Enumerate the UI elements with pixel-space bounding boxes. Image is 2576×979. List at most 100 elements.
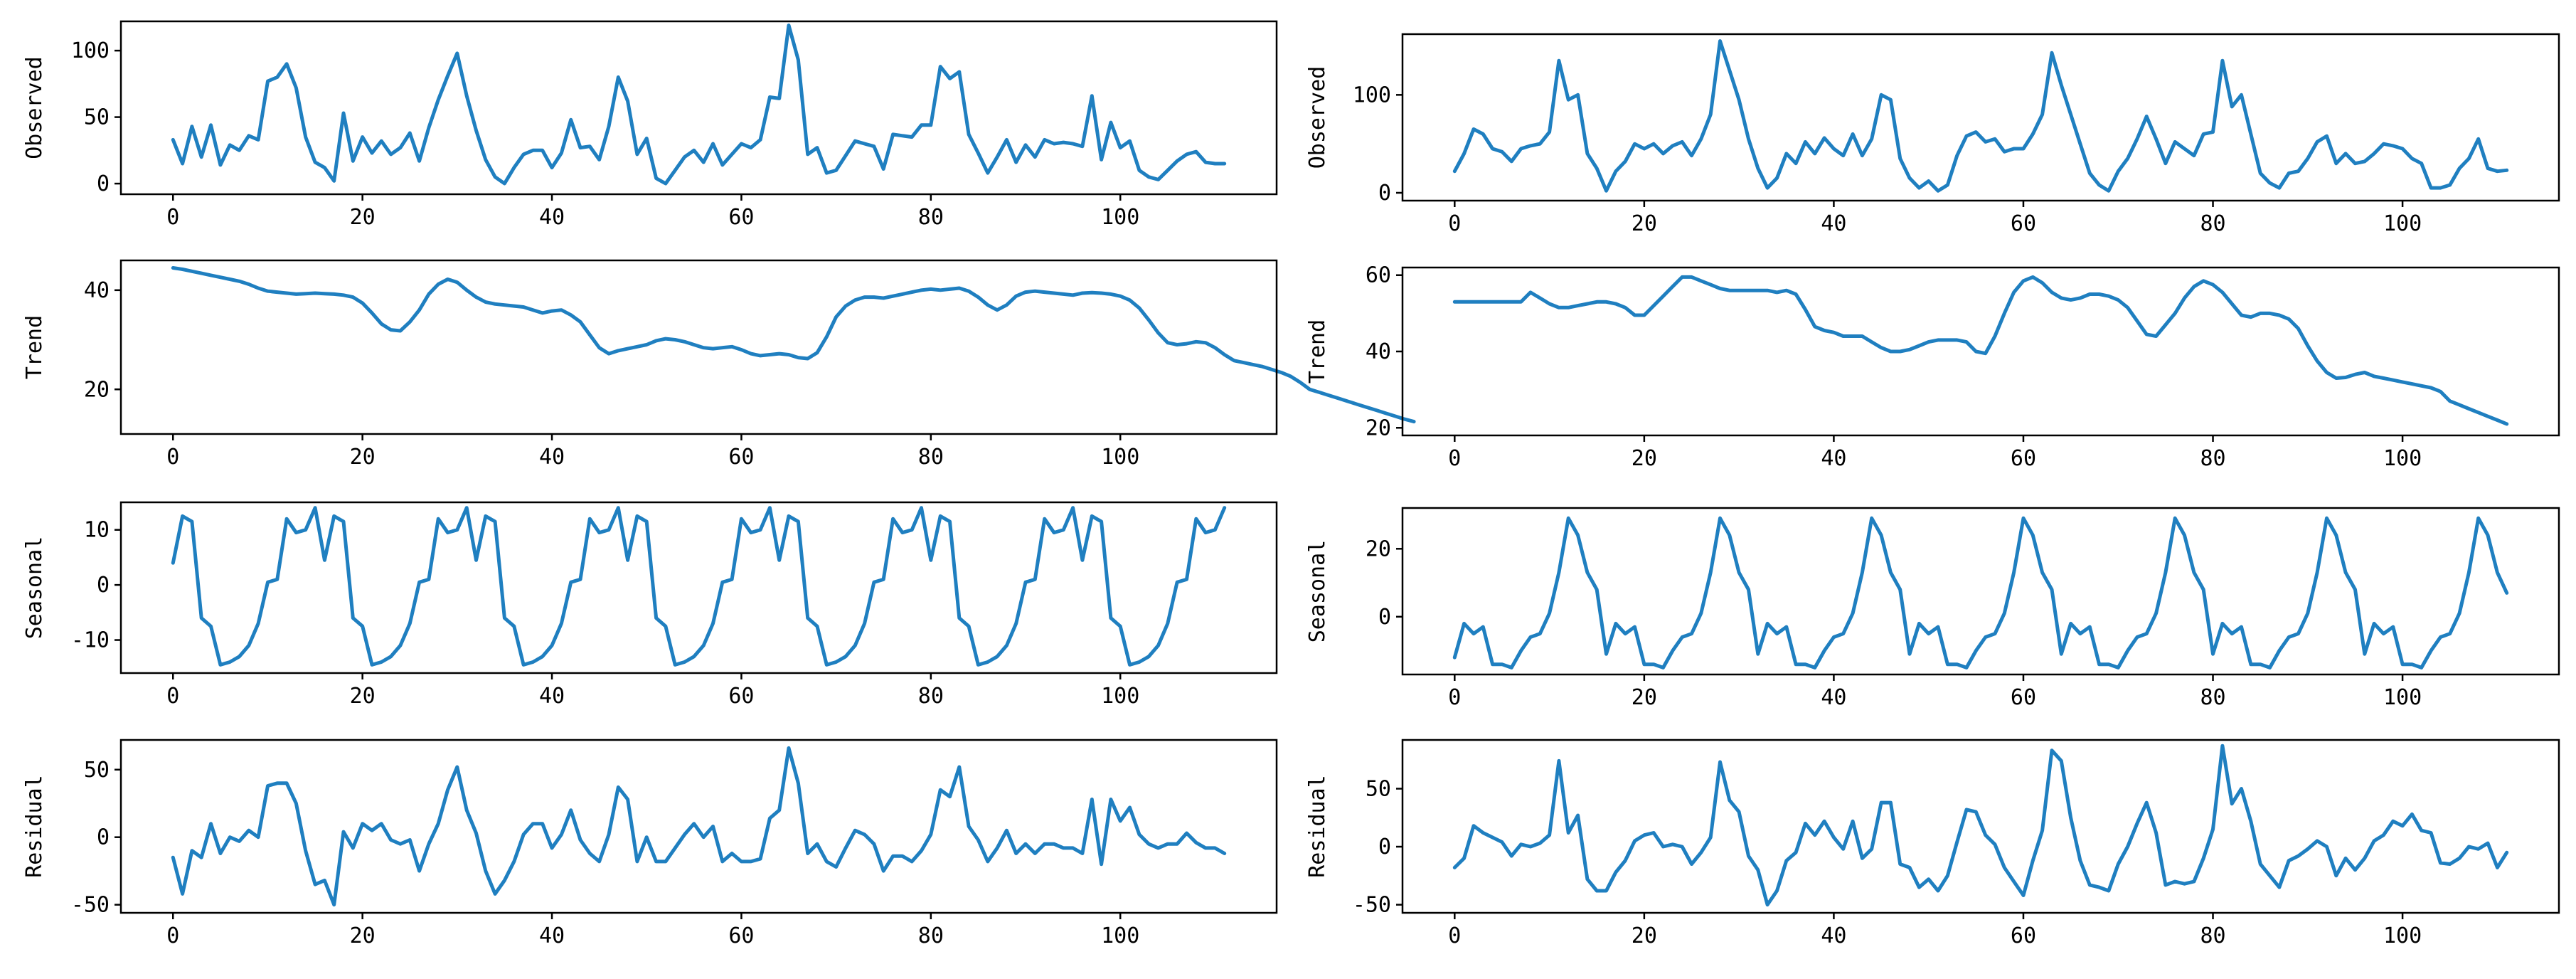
left-seasonal-ytick-label: 0: [97, 573, 110, 598]
left-seasonal-series-line: [171, 506, 1227, 667]
left-seasonal-xtick-label: 100: [1101, 684, 1139, 709]
right-observed-xtick-label: 80: [2200, 211, 2225, 236]
right-seasonal-xtick-label: 0: [1448, 685, 1461, 710]
left-observed-xtick-label: 40: [539, 205, 565, 230]
left-trend-xtick-label: 100: [1101, 445, 1139, 470]
left-observed-ytick-label: 0: [97, 171, 110, 196]
left-trend-xtick-label: 40: [539, 445, 565, 470]
left-trend-axes-frame: [119, 259, 1278, 435]
right-seasonal-ytick-label: 20: [1366, 536, 1391, 561]
left-trend-subplot: 0 20 40 60 80 100 20 40 Trend: [22, 259, 1416, 470]
left-residual-xtick-label: 60: [728, 924, 754, 948]
left-observed-xtick-label: 0: [166, 205, 179, 230]
right-observed-xtick-label: 0: [1448, 211, 1461, 236]
right-seasonal-ylabel: Seasonal: [1305, 540, 1330, 643]
right-observed-series-line: [1452, 39, 2509, 193]
left-residual-ytick-label: 0: [97, 825, 110, 850]
right-trend-subplot: 0 20 40 60 80 100 20 40 60 Trend: [1305, 263, 2560, 471]
right-residual-xtick-label: 60: [2011, 924, 2036, 948]
right-observed-ylabel: Observed: [1305, 66, 1330, 169]
left-trend-series-line: [171, 266, 1416, 424]
right-trend-ytick-label: 60: [1366, 263, 1391, 288]
left-seasonal-xtick-label: 20: [350, 684, 376, 709]
left-trend-xtick-label: 60: [728, 445, 754, 470]
right-residual-ylabel: Residual: [1305, 775, 1330, 878]
left-residual-xtick-label: 0: [166, 924, 179, 948]
right-seasonal-ytick-label: 0: [1378, 605, 1391, 630]
left-observed-subplot: 0 20 40 60 80 100 0 50 100 Observed: [22, 20, 1278, 230]
right-residual-ytick-label: 50: [1366, 776, 1391, 801]
left-observed-ytick-label: 50: [84, 105, 110, 130]
left-observed-xtick-label: 80: [918, 205, 944, 230]
left-residual-ytick-label: -50: [71, 893, 110, 918]
left-residual-xtick-label: 20: [350, 924, 376, 948]
left-observed-ylabel: Observed: [22, 56, 47, 159]
right-observed-ytick-label: 0: [1378, 181, 1391, 206]
right-seasonal-axes-frame: [1401, 507, 2560, 676]
left-trend-xtick-label: 20: [350, 445, 376, 470]
right-residual-ytick-label: 0: [1378, 835, 1391, 859]
right-residual-xtick-label: 40: [1821, 924, 1846, 948]
right-seasonal-series-line: [1452, 516, 2509, 670]
right-seasonal-xtick-label: 100: [2383, 685, 2422, 710]
right-trend-xtick-label: 40: [1821, 446, 1846, 471]
right-observed-xtick-label: 60: [2011, 211, 2036, 236]
left-trend-xtick-label: 0: [166, 445, 179, 470]
left-seasonal-xtick-label: 80: [918, 684, 944, 709]
left-observed-ytick-label: 100: [71, 38, 110, 63]
right-trend-series-line: [1452, 275, 2509, 426]
left-observed-xtick-label: 60: [728, 205, 754, 230]
left-seasonal-xtick-label: 40: [539, 684, 565, 709]
left-trend-ylabel: Trend: [22, 315, 47, 379]
right-observed-axes-frame: [1401, 33, 2560, 202]
right-residual-ytick-label: -50: [1353, 893, 1391, 918]
left-trend-ytick-label: 40: [84, 278, 110, 303]
right-trend-xtick-label: 0: [1448, 446, 1461, 471]
right-trend-ytick-label: 40: [1366, 339, 1391, 364]
right-residual-xtick-label: 80: [2200, 924, 2225, 948]
left-observed-axes-frame: [119, 20, 1278, 196]
left-trend-ytick-label: 20: [84, 377, 110, 402]
left-residual-xtick-label: 40: [539, 924, 565, 948]
left-residual-ylabel: Residual: [22, 775, 47, 878]
right-observed-xtick-label: 40: [1821, 211, 1846, 236]
right-trend-ytick-label: 20: [1366, 416, 1391, 440]
left-seasonal-subplot: 0 20 40 60 80 100 -10 0 10 Seasonal: [22, 501, 1278, 709]
left-residual-xtick-label: 100: [1101, 924, 1139, 948]
right-residual-axes-frame: [1401, 739, 2560, 914]
right-trend-xtick-label: 80: [2200, 446, 2225, 471]
left-residual-subplot: 0 20 40 60 80 100 -50 0 50 Residual: [22, 739, 1278, 948]
left-seasonal-ytick-label: -10: [71, 628, 110, 653]
left-seasonal-ytick-label: 10: [84, 518, 110, 543]
left-observed-xtick-label: 20: [350, 205, 376, 230]
left-trend-xtick-label: 80: [918, 445, 944, 470]
left-seasonal-ylabel: Seasonal: [22, 536, 47, 640]
right-residual-subplot: 0 20 40 60 80 100 -50 0 50 Residual: [1305, 739, 2560, 948]
right-seasonal-xtick-label: 60: [2011, 685, 2036, 710]
left-residual-ytick-label: 50: [84, 758, 110, 783]
right-seasonal-xtick-label: 20: [1632, 685, 1657, 710]
left-residual-series-line: [171, 746, 1227, 907]
right-seasonal-xtick-label: 40: [1821, 685, 1846, 710]
right-observed-xtick-label: 100: [2383, 211, 2422, 236]
left-residual-axes-frame: [119, 739, 1278, 914]
right-residual-xtick-label: 20: [1632, 924, 1657, 948]
right-seasonal-xtick-label: 80: [2200, 685, 2225, 710]
right-observed-xtick-label: 20: [1632, 211, 1657, 236]
left-observed-xtick-label: 100: [1101, 205, 1139, 230]
right-observed-ytick-label: 100: [1353, 83, 1391, 107]
right-seasonal-subplot: 0 20 40 60 80 100 0 20 Seasonal: [1305, 507, 2560, 710]
right-observed-subplot: 0 20 40 60 80 100 0 100 Observed: [1305, 33, 2560, 236]
right-trend-ylabel: Trend: [1305, 319, 1330, 383]
right-trend-xtick-label: 60: [2011, 446, 2036, 471]
left-residual-xtick-label: 80: [918, 924, 944, 948]
left-seasonal-xtick-label: 60: [728, 684, 754, 709]
left-seasonal-axes-frame: [119, 501, 1278, 674]
right-trend-xtick-label: 100: [2383, 446, 2422, 471]
right-trend-xtick-label: 20: [1632, 446, 1657, 471]
left-seasonal-xtick-label: 0: [166, 684, 179, 709]
right-residual-series-line: [1452, 743, 2509, 907]
right-residual-xtick-label: 0: [1448, 924, 1461, 948]
